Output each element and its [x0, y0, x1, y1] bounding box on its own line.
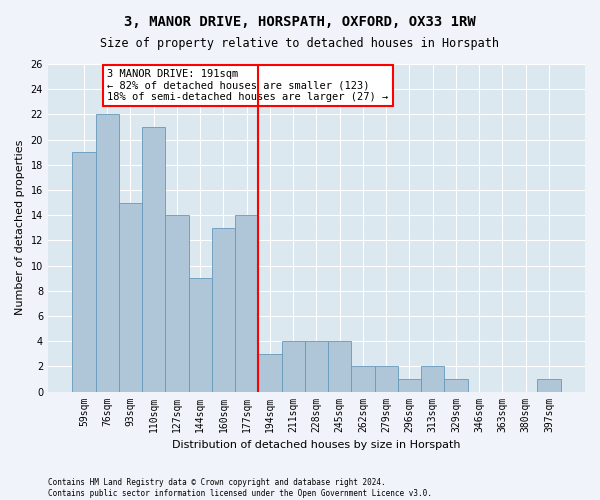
Bar	[281, 341, 305, 392]
Bar	[352, 366, 374, 392]
Bar	[374, 366, 398, 392]
Text: 3, MANOR DRIVE, HORSPATH, OXFORD, OX33 1RW: 3, MANOR DRIVE, HORSPATH, OXFORD, OX33 1…	[124, 15, 476, 29]
Bar	[119, 202, 142, 392]
Bar	[538, 379, 560, 392]
Text: Size of property relative to detached houses in Horspath: Size of property relative to detached ho…	[101, 38, 499, 51]
Bar	[142, 127, 166, 392]
Bar	[235, 215, 259, 392]
Text: Contains HM Land Registry data © Crown copyright and database right 2024.
Contai: Contains HM Land Registry data © Crown c…	[48, 478, 432, 498]
Bar	[445, 379, 467, 392]
Bar	[398, 379, 421, 392]
Bar	[95, 114, 119, 392]
Bar	[328, 341, 352, 392]
X-axis label: Distribution of detached houses by size in Horspath: Distribution of detached houses by size …	[172, 440, 461, 450]
Bar	[421, 366, 445, 392]
Bar	[259, 354, 281, 392]
Bar	[305, 341, 328, 392]
Bar	[166, 215, 188, 392]
Bar	[212, 228, 235, 392]
Text: 3 MANOR DRIVE: 191sqm
← 82% of detached houses are smaller (123)
18% of semi-det: 3 MANOR DRIVE: 191sqm ← 82% of detached …	[107, 69, 388, 102]
Y-axis label: Number of detached properties: Number of detached properties	[15, 140, 25, 316]
Bar	[73, 152, 95, 392]
Bar	[188, 278, 212, 392]
